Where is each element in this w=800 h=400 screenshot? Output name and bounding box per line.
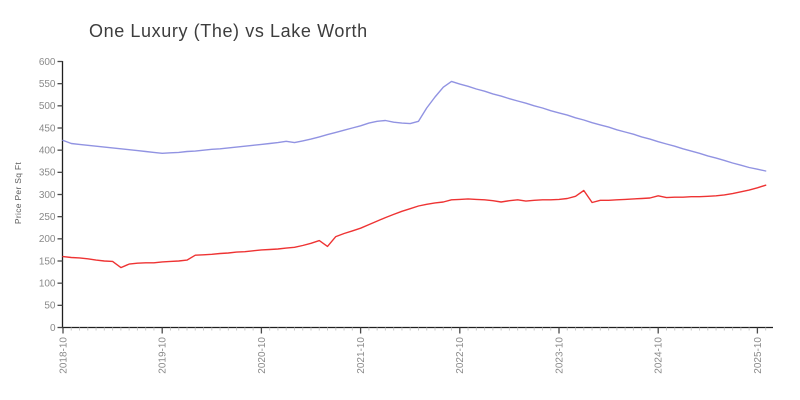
axes — [61, 61, 773, 329]
x-tick-label: 2023-10 — [554, 337, 565, 374]
axis-tick-labels: 0 50 100 150 200 250 300 350 400 450 500 550 600 2018… — [39, 57, 764, 374]
y-tick-label: 250 — [39, 212, 56, 223]
series-line-one-luxury-the — [62, 80, 767, 172]
series-lines — [62, 80, 767, 269]
x-tick-label: 2020-10 — [257, 337, 268, 374]
y-tick-label: 0 — [50, 323, 56, 334]
axis-ticks — [57, 60, 767, 334]
y-tick-label: 600 — [39, 57, 56, 68]
x-tick-label: 2018-10 — [58, 337, 69, 374]
y-tick-label: 400 — [39, 146, 56, 157]
x-tick-label: 2022-10 — [455, 337, 466, 374]
y-tick-label: 550 — [39, 79, 56, 90]
chart-title: One Luxury (The) vs Lake Worth — [89, 21, 368, 41]
x-tick-label: 2019-10 — [158, 337, 169, 374]
series-line-lake-worth — [62, 184, 767, 269]
y-tick-label: 500 — [39, 101, 56, 112]
y-tick-label: 150 — [39, 256, 56, 267]
y-tick-label: 100 — [39, 279, 56, 290]
y-tick-label: 200 — [39, 234, 56, 245]
y-tick-label: 300 — [39, 190, 56, 201]
axis-lines — [61, 61, 773, 329]
x-tick-label: 2021-10 — [356, 337, 367, 374]
x-tick-label: 2024-10 — [654, 337, 665, 374]
y-tick-label: 450 — [39, 123, 56, 134]
y-tick-label: 350 — [39, 168, 56, 179]
y-tick-label: 50 — [44, 301, 56, 312]
y-axis-title: Price Per Sq Ft — [13, 162, 23, 224]
x-tick-label: 2025-10 — [753, 337, 764, 374]
